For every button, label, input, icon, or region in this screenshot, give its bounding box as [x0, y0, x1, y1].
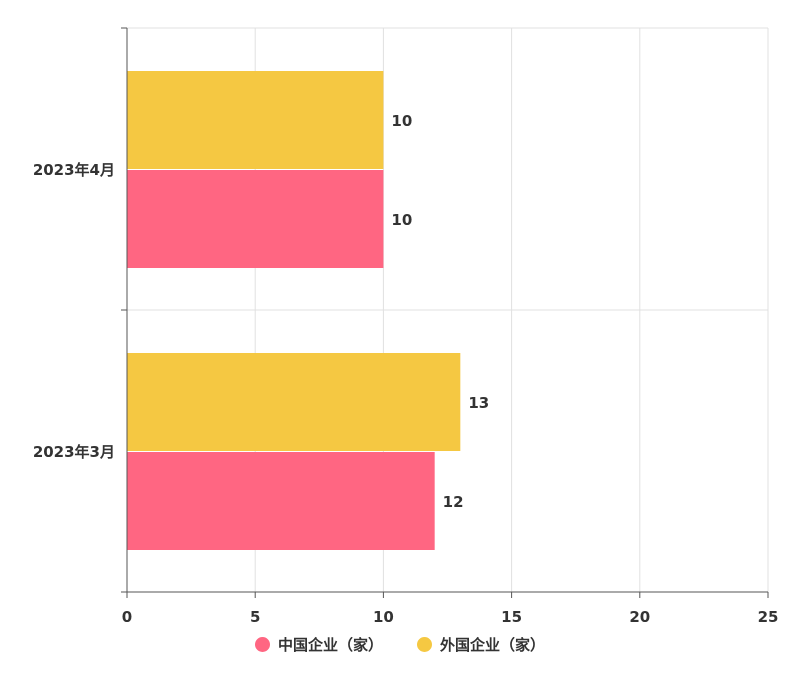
x-tick-label: 25 [758, 608, 779, 626]
data-label: 10 [391, 112, 412, 130]
data-label: 10 [391, 211, 412, 229]
data-label: 13 [468, 394, 489, 412]
bar [127, 353, 461, 451]
x-tick-label: 10 [373, 608, 394, 626]
legend-dot-icon [417, 637, 432, 652]
legend-label: 中国企业（家） [277, 636, 383, 654]
data-label: 12 [443, 493, 464, 511]
y-tick-label: 2023年3月 [33, 443, 115, 461]
bar [127, 170, 384, 268]
y-tick-label: 2023年4月 [33, 161, 115, 179]
bar [127, 71, 384, 169]
x-tick-label: 20 [629, 608, 650, 626]
x-tick-label: 5 [250, 608, 260, 626]
legend-item-foreign[interactable]: 外国企业（家） [417, 634, 545, 655]
legend-label: 外国企业（家） [440, 636, 546, 654]
x-tick-label: 0 [122, 608, 132, 626]
legend: 中国企业（家） 外国企业（家） [0, 634, 800, 655]
bar [127, 452, 435, 550]
legend-dot-icon [254, 637, 270, 652]
legend-item-china[interactable]: 中国企业（家） [254, 634, 383, 655]
x-tick-label: 15 [501, 608, 522, 626]
